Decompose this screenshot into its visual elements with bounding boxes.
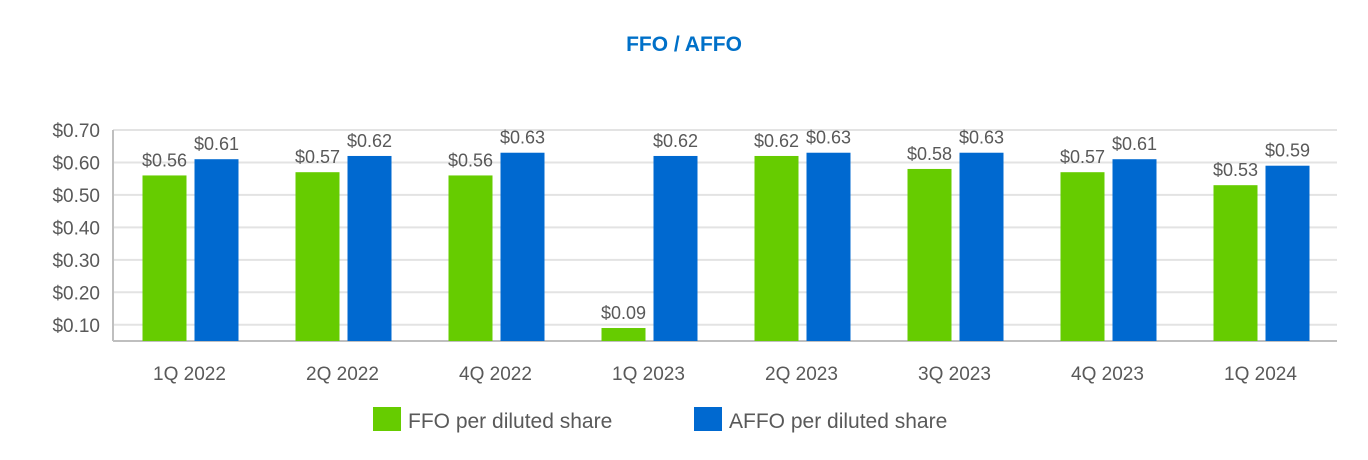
x-tick-label: 1Q 2022 <box>153 364 226 385</box>
data-label: $0.62 <box>653 131 698 151</box>
ffo-bar <box>754 155 799 341</box>
y-tick-label: $0.30 <box>52 251 100 272</box>
legend-swatch <box>373 407 401 431</box>
legend-label: AFFO per diluted share <box>729 410 947 433</box>
ffo-bar <box>142 175 187 341</box>
data-label: $0.09 <box>601 303 646 323</box>
affo-bar <box>1112 159 1157 341</box>
ffo-bar <box>1060 172 1105 341</box>
data-label: $0.63 <box>959 128 1004 148</box>
y-tick-label: $0.40 <box>52 218 100 239</box>
x-tick-label: 2Q 2023 <box>765 364 838 385</box>
x-tick-label: 2Q 2022 <box>306 364 379 385</box>
chart-title: FFO / AFFO <box>626 33 742 56</box>
data-label: $0.57 <box>1060 147 1105 167</box>
affo-bar <box>959 152 1004 341</box>
ffo-bar <box>1213 185 1258 341</box>
x-tick-label: 1Q 2023 <box>612 364 685 385</box>
data-label: $0.62 <box>347 131 392 151</box>
data-label: $0.62 <box>754 131 799 151</box>
data-label: $0.63 <box>806 128 851 148</box>
data-label: $0.61 <box>194 134 239 154</box>
ffo-bar <box>907 168 952 341</box>
y-tick-label: $0.20 <box>52 283 100 304</box>
affo-bar <box>1265 165 1310 341</box>
ffo-bar <box>601 328 646 341</box>
data-label: $0.56 <box>448 150 493 170</box>
data-label: $0.56 <box>142 150 187 170</box>
x-tick-label: 4Q 2023 <box>1071 364 1144 385</box>
x-tick-label: 1Q 2024 <box>1224 364 1297 385</box>
ffo-bar <box>448 175 493 341</box>
y-tick-label: $0.60 <box>52 153 100 174</box>
affo-bar <box>500 152 545 341</box>
x-tick-label: 3Q 2023 <box>918 364 991 385</box>
data-label: $0.61 <box>1112 134 1157 154</box>
y-tick-label: $0.10 <box>52 316 100 337</box>
data-label: $0.59 <box>1265 141 1310 161</box>
y-tick-label: $0.70 <box>52 121 100 142</box>
ffo-bar <box>295 172 340 341</box>
x-tick-label: 4Q 2022 <box>459 364 532 385</box>
affo-bar <box>194 159 239 341</box>
data-label: $0.63 <box>500 128 545 148</box>
affo-bar <box>806 152 851 341</box>
legend-swatch <box>694 407 722 431</box>
data-label: $0.57 <box>295 147 340 167</box>
y-tick-label: $0.50 <box>52 186 100 207</box>
affo-bar <box>653 155 698 341</box>
legend-label: FFO per diluted share <box>408 410 612 433</box>
data-label: $0.58 <box>907 144 952 164</box>
data-label: $0.53 <box>1213 160 1258 180</box>
affo-bar <box>347 155 392 341</box>
